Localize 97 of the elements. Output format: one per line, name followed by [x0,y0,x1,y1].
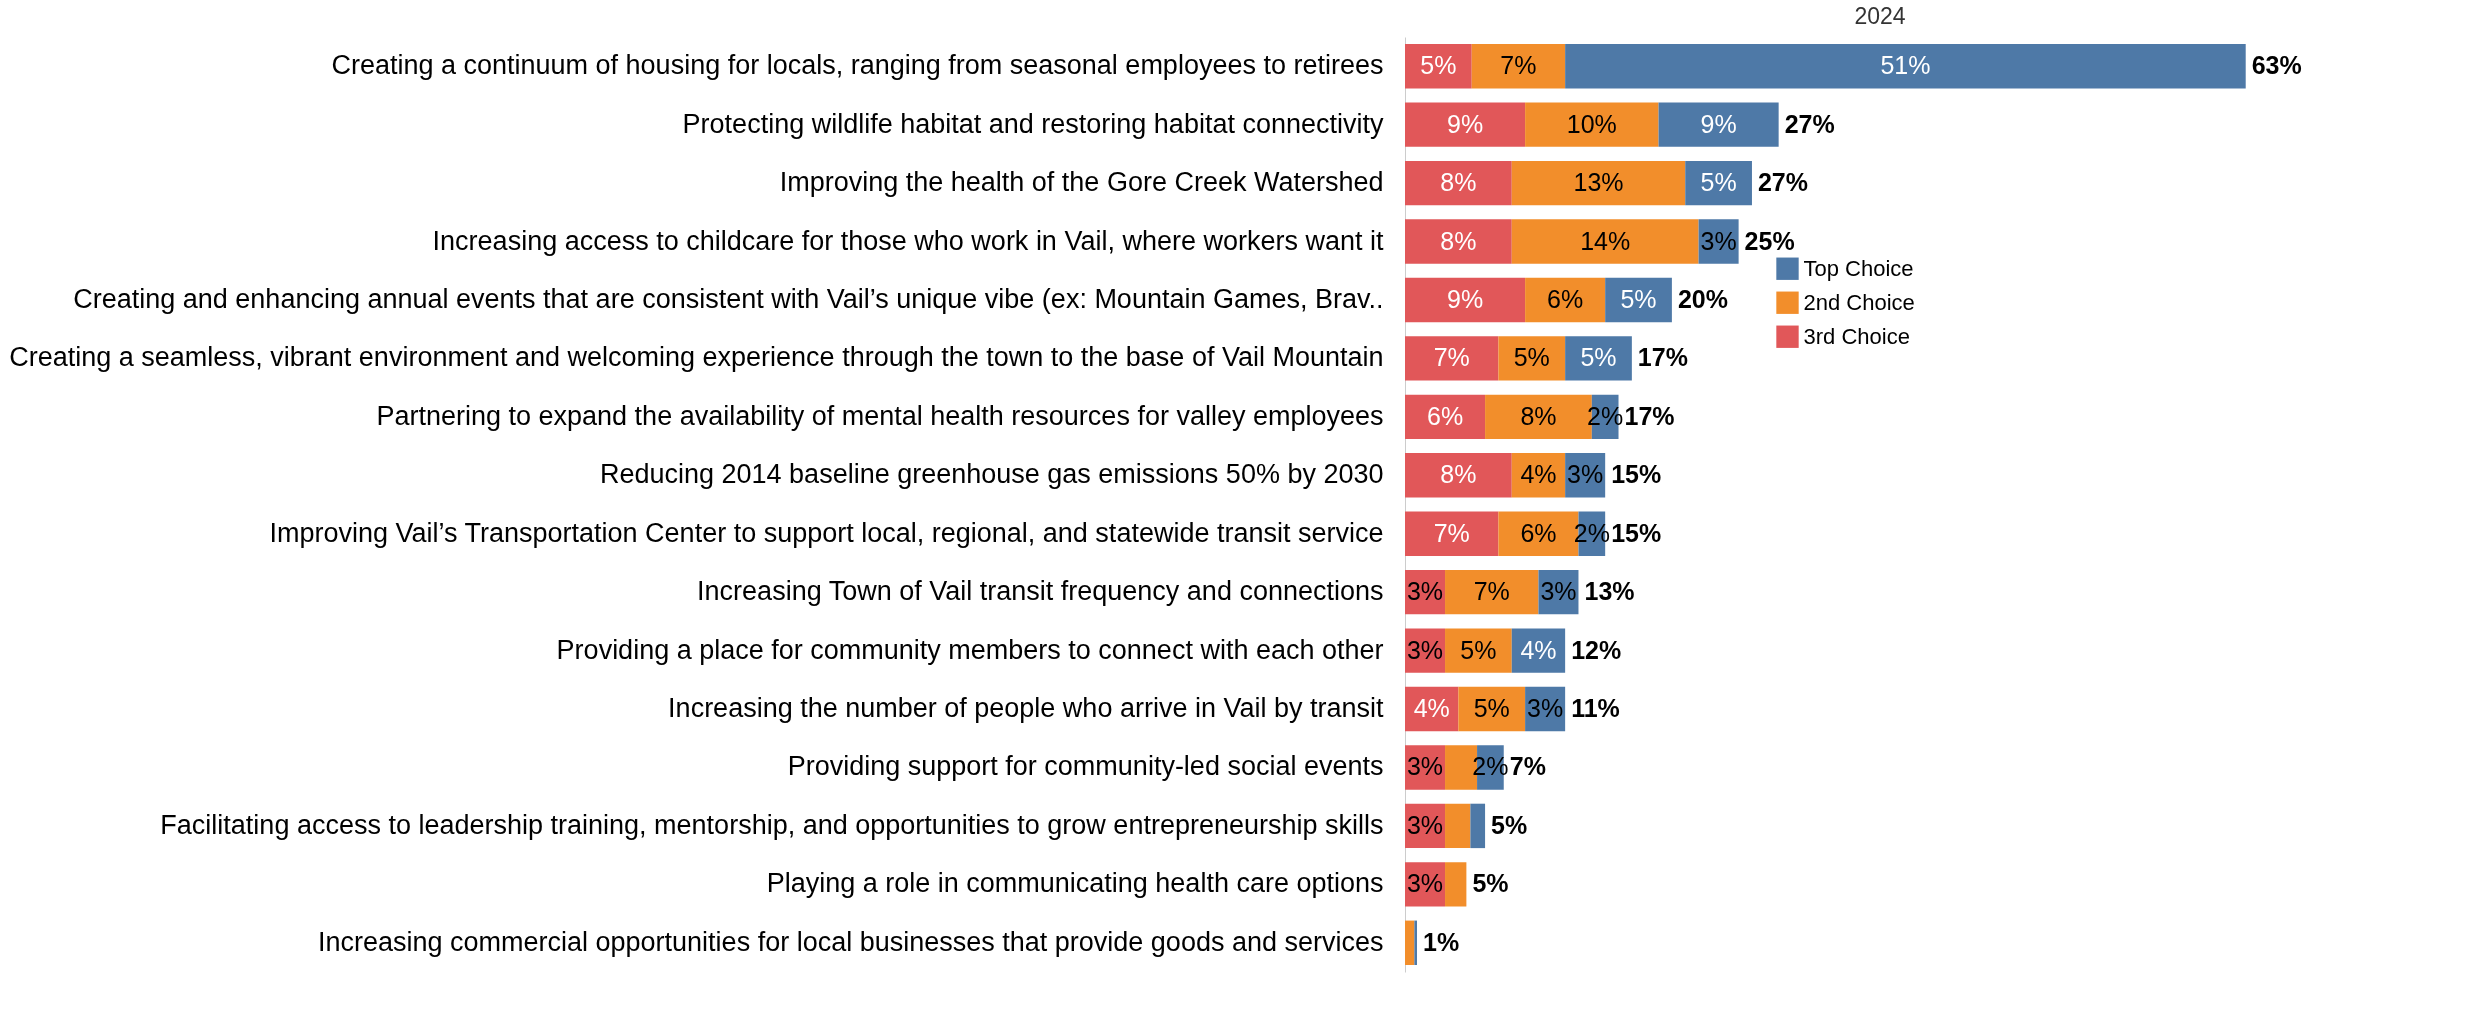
bar [1445,569,1539,615]
y-tick-label: Partnering to expand the availability of mental health resources for valley employees [376,400,1384,431]
data-label: 3% [1700,226,1737,255]
y-tick-label: Improving Vail’s Transportation Center to support local, regional, and statewide transit service [269,517,1384,548]
data-label: 4% [1413,694,1450,723]
data-label: 8% [1440,226,1477,255]
legend-label: Top Choice [1803,255,1914,281]
data-label: 3% [1406,752,1444,781]
data-label: 3% [1406,635,1444,664]
data-label: 3% [1527,694,1564,723]
total-label: 27% [1757,168,1809,197]
bar [1525,102,1659,147]
bar [1405,336,1499,381]
y-tick-label: Increasing commercial opportunities for local businesses that provide goods and services [317,926,1384,957]
data-label: 14% [1580,226,1631,255]
total-label: 15% [1611,518,1662,547]
bar [1405,511,1499,556]
data-label: 9% [1700,109,1737,138]
y-tick-label: Providing a place for community members to connect with each other [556,634,1384,665]
data-label: 10% [1566,109,1617,138]
y-tick-label: Facilitating access to leadership training, mentorship, and opportunities to grow entrepreneurship skills [160,809,1384,840]
bar [1405,219,1512,264]
bar [1405,920,1415,965]
chart-title: 2024 [1854,3,1906,29]
data-label: 3% [1540,577,1577,606]
bar [1470,803,1486,849]
data-label: 9% [1446,284,1484,313]
bar [1525,277,1606,323]
bar [1511,219,1699,264]
data-label: 3% [1406,810,1444,839]
data-label: 5% [1473,694,1510,723]
data-label: 5% [1620,284,1657,313]
y-tick-label: Increasing access to childcare for those who work in Vail, where workers want it [432,225,1384,256]
total-label: 11% [1571,694,1620,723]
data-label: 13% [1573,168,1624,197]
bar [1405,102,1526,147]
bar [1405,160,1512,206]
data-label: 8% [1520,401,1557,430]
bar [1445,628,1512,673]
total-label: 20% [1677,284,1728,313]
bar [1565,44,2246,89]
y-tick-label: Increasing the number of people who arrive in Vail by transit [668,693,1384,724]
data-label: 7% [1500,51,1537,80]
data-label: 7% [1473,577,1510,606]
y-tick-label: Creating a continuum of housing for locals, ranging from seasonal employees to retirees [331,50,1384,81]
data-label: 7% [1433,343,1470,372]
bar [1445,862,1467,907]
data-label: 5% [1460,635,1497,664]
bar [1498,336,1566,381]
total-label: 12% [1571,635,1622,664]
data-label: 51% [1880,51,1931,80]
data-label: 3% [1567,460,1604,489]
bar [1405,394,1486,440]
total-label: 13% [1584,577,1635,606]
bar [1565,336,1632,381]
y-tick-label: Protecting wildlife habitat and restoring habitat connectivity [682,108,1384,139]
y-tick-label: Improving the health of the Gore Creek Watershed [779,167,1384,198]
data-label: 5% [1513,343,1550,372]
y-tick-label: Creating a seamless, vibrant environment and welcoming experience through the town to the base of Vail Mountain [9,342,1384,373]
data-label: 5% [1420,51,1457,80]
bar [1511,160,1686,206]
total-label: 15% [1611,460,1662,489]
data-label: 5% [1580,343,1617,372]
total-label: 17% [1624,401,1675,430]
y-tick-label: Increasing Town of Vail transit frequency and connections [697,576,1384,607]
total-label: 27% [1784,109,1835,138]
bar [1471,44,1566,89]
data-label: 8% [1440,460,1477,489]
data-label: 9% [1446,109,1484,138]
bar [1414,920,1418,965]
bar [1658,102,1779,147]
data-label: 3% [1406,869,1444,898]
total-label: 25% [1744,226,1795,255]
total-label: 5% [1472,869,1509,898]
legend-label: 2nd Choice [1803,289,1915,315]
data-label: 6% [1426,401,1464,430]
data-label: 8% [1440,168,1477,197]
total-label: 1% [1423,927,1460,956]
y-tick-label: Playing a role in communicating health care options [766,868,1384,899]
y-tick-label: Creating and enhancing annual events that are consistent with Vail’s unique vibe (ex: Mountain Games, Brav.. [73,283,1384,314]
total-label: 63% [2251,51,2302,80]
data-label: 4% [1520,460,1557,489]
data-label: 6% [1520,518,1557,547]
total-label: 7% [1509,752,1546,781]
bar [1405,453,1512,498]
data-label: 5% [1700,168,1737,197]
data-label: 4% [1520,635,1557,664]
data-label: 3% [1406,577,1444,606]
legend-label: 3rd Choice [1803,323,1910,349]
data-label: 6% [1547,284,1584,313]
bar [1405,277,1526,323]
bar [1445,803,1471,849]
total-label: 17% [1637,343,1688,372]
y-tick-label: Reducing 2014 baseline greenhouse gas emissions 50% by 2030 [599,459,1384,490]
data-label: 7% [1433,518,1470,547]
y-tick-label: Providing support for community-led social events [787,751,1384,782]
total-label: 5% [1491,810,1528,839]
